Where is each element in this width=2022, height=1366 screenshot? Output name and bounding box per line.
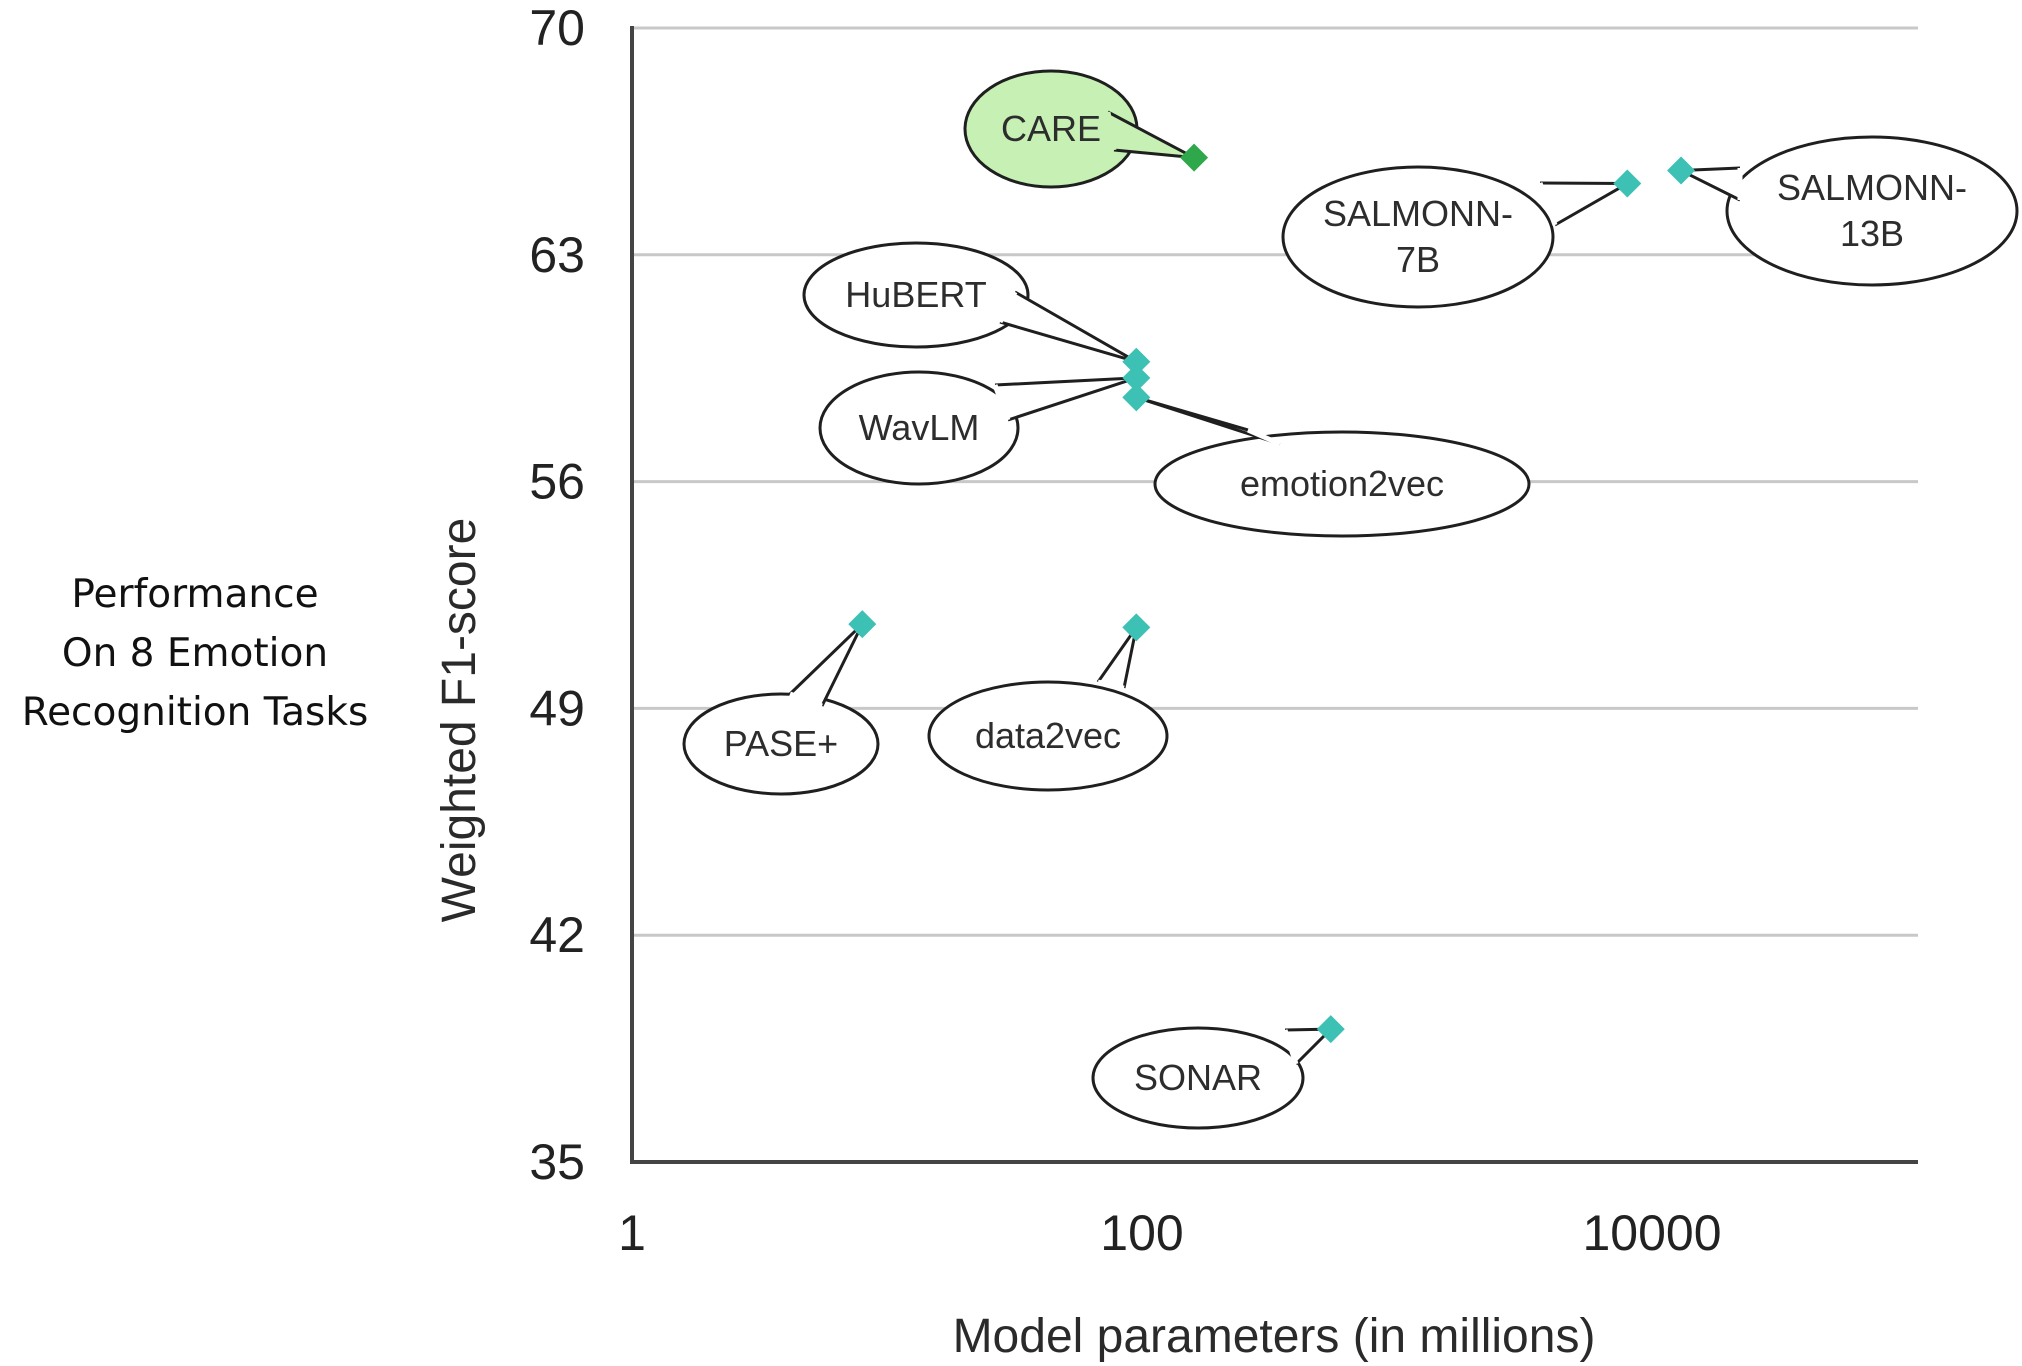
callout-label-line-pase-0: PASE+ xyxy=(724,723,838,764)
callout-label-line-emotion2vec-0: emotion2vec xyxy=(1240,463,1444,504)
y-tick-42: 42 xyxy=(529,907,585,963)
callout-bubble-sonar xyxy=(1091,1026,1305,1130)
x-tick-10000: 10000 xyxy=(1582,1205,1721,1261)
callout-bubble-wavlm xyxy=(818,370,1020,486)
callout-data2vec: data2vec xyxy=(927,625,1169,792)
callout-pointer-data2vec xyxy=(1096,625,1138,689)
callout-seam-sonar xyxy=(1282,1029,1299,1065)
x-tick-labels: 1 100 10000 xyxy=(618,1205,1721,1261)
callout-seam-pase xyxy=(789,691,823,709)
side-caption-line-2: On 8 Emotion xyxy=(61,631,329,676)
callout-seam-wavlm xyxy=(992,384,1011,421)
callout-hubert: HuBERT xyxy=(802,241,1138,364)
data-points xyxy=(848,143,1696,1044)
point-sonar xyxy=(1316,1015,1345,1044)
callout-pase: PASE+ xyxy=(682,622,880,796)
callout-pointer-wavlm xyxy=(994,376,1138,422)
callout-label-wavlm: WavLM xyxy=(859,407,980,448)
callout-label-sonar: SONAR xyxy=(1134,1057,1262,1098)
callout-label-line-data2vec-0: data2vec xyxy=(975,715,1121,756)
callout-label-line-care-0: CARE xyxy=(1001,108,1101,149)
callout-seam-emotion2vec xyxy=(1246,427,1282,447)
side-caption: Performance On 8 Emotion Recognition Tas… xyxy=(0,565,390,742)
callout-label-line-wavlm-0: WavLM xyxy=(859,407,980,448)
point-salmonn-13b xyxy=(1667,156,1696,185)
y-tick-49: 49 xyxy=(529,680,585,736)
callout-wavlm: WavLM xyxy=(818,370,1138,486)
callout-bubble-salmonn-13b xyxy=(1725,135,2019,287)
callout-label-hubert: HuBERT xyxy=(845,274,986,315)
x-tick-100: 100 xyxy=(1100,1205,1183,1261)
y-tick-70: 70 xyxy=(529,0,585,56)
callout-label-line-salmonn-7b-0: SALMONN- xyxy=(1323,193,1513,234)
point-hubert xyxy=(1122,347,1151,376)
callout-label-line-sonar-0: SONAR xyxy=(1134,1057,1262,1098)
point-wavlm xyxy=(1122,363,1151,392)
callout-label-line-salmonn-7b-1: 7B xyxy=(1396,239,1440,280)
point-emotion2vec xyxy=(1122,383,1151,412)
callout-seam-hubert xyxy=(997,290,1018,324)
callout-care: CARE xyxy=(963,69,1196,189)
callout-seam-care xyxy=(1105,111,1117,151)
callout-label-salmonn-13b: SALMONN- 13B xyxy=(1777,167,1967,254)
y-tick-56: 56 xyxy=(529,454,585,510)
callout-label-salmonn-7b: SALMONN- 7B xyxy=(1323,193,1513,280)
y-tick-63: 63 xyxy=(529,227,585,283)
callout-sonar: SONAR xyxy=(1091,1026,1333,1130)
callout-bubble-pase xyxy=(682,692,880,796)
callout-label-line-hubert-0: HuBERT xyxy=(845,274,986,315)
side-caption-line-1: Performance xyxy=(71,572,319,617)
callout-label-line-salmonn-13b-0: SALMONN- xyxy=(1777,167,1967,208)
callout-label-pase: PASE+ xyxy=(724,723,838,764)
callout-label-emotion2vec: emotion2vec xyxy=(1240,463,1444,504)
y-tick-labels: 35 42 49 56 63 70 xyxy=(529,0,585,1190)
callout-label-line-salmonn-13b-1: 13B xyxy=(1840,213,1904,254)
y-tick-35: 35 xyxy=(529,1134,585,1190)
callout-seam-data2vec xyxy=(1097,679,1125,691)
callout-salmonn-7b: SALMONN- 7B xyxy=(1281,165,1629,309)
callout-bubble-data2vec xyxy=(927,680,1169,792)
axes xyxy=(630,26,1918,1164)
callout-pointer-hubert xyxy=(999,290,1138,364)
y-axis-label: Weighted F1-score xyxy=(433,518,486,923)
callout-pointer-care xyxy=(1107,110,1196,160)
callout-bubble-hubert xyxy=(802,241,1030,349)
callout-emotion2vec: emotion2vec xyxy=(1134,395,1531,538)
x-axis-label: Model parameters (in millions) xyxy=(953,1310,1596,1363)
callout-seam-salmonn-7b xyxy=(1537,182,1558,226)
x-tick-1: 1 xyxy=(618,1205,646,1261)
callout-pointer-pase xyxy=(788,622,864,707)
callout-bubble-salmonn-7b xyxy=(1281,165,1555,309)
point-salmonn-7b xyxy=(1613,169,1642,198)
point-pase xyxy=(848,610,877,639)
side-caption-line-3: Recognition Tasks xyxy=(21,690,369,735)
callout-salmonn-13b: SALMONN- 13B xyxy=(1679,135,2019,287)
callout-bubble-emotion2vec xyxy=(1153,430,1531,538)
point-care xyxy=(1180,143,1209,172)
callout-label-care: CARE xyxy=(1001,108,1101,149)
point-data2vec xyxy=(1122,613,1151,642)
callouts: CARE SALMONN- 7B SALMONN- 13B HuBERT WavLM emot… xyxy=(682,69,2019,1130)
callout-label-data2vec: data2vec xyxy=(975,715,1121,756)
